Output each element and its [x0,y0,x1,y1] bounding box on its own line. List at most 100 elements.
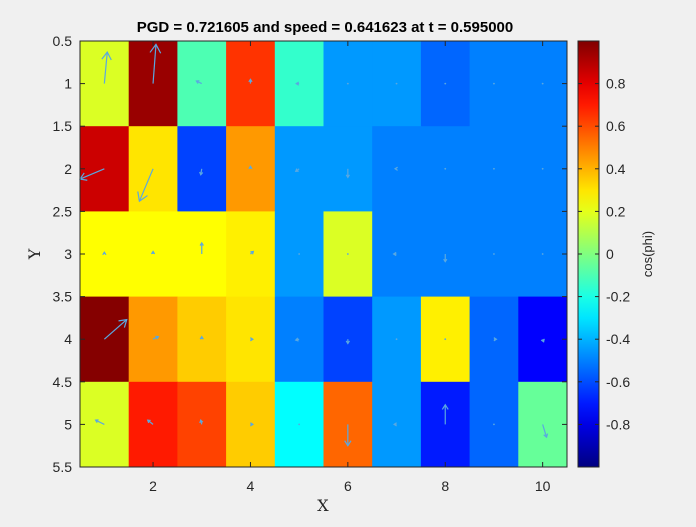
quiver-arrow [294,337,300,342]
quiver-arrow [94,419,105,425]
quiver-arrow [295,81,300,86]
quiver-arrow [444,167,447,170]
y-tick-label: 4 [64,331,72,347]
quiver-arrow [150,250,156,255]
quiver-arrow [346,253,349,255]
x-tick-label: 6 [344,478,352,494]
heatmap-cell [80,41,130,127]
x-tick-label: 8 [441,478,449,494]
heatmap-cell [128,381,178,468]
colorbar-tick-label: -0.2 [606,289,630,305]
quiver-arrow [493,167,495,170]
quiver-arrow [102,251,107,256]
y-axis-label: Y [25,248,44,260]
x-tick-label: 4 [247,478,255,494]
quiver-arrow [345,168,350,179]
colorbar-tick-label: 0.8 [606,76,626,92]
quiver-arrow [248,78,253,84]
y-tick-label: 5.5 [53,459,73,475]
heatmap-cell [80,381,130,468]
quiver-arrow [146,419,154,425]
quiver-arrow [493,337,498,342]
quiver-arrow [298,253,301,255]
y-tick-label: 5 [64,416,72,432]
colorbar-tick-label: -0.6 [606,374,630,390]
quiver-arrow [395,82,398,85]
heatmap-cell [177,381,227,468]
quiver-arrow [137,168,154,203]
quiver-arrow [250,422,255,427]
quiver-arrow [493,253,495,255]
heatmap-cell [226,41,276,127]
heatmap-cell [274,126,324,212]
quiver-arrow [298,423,301,426]
x-axis-label: X [317,496,329,515]
heatmap-cell [420,381,471,468]
heatmap-cell [274,41,324,127]
quiver-arrow [195,80,203,85]
quiver-arrow [541,82,544,85]
y-tick-label: 2.5 [53,203,73,219]
quiver-arrow [393,166,398,171]
colorbar-tick-label: -0.8 [606,416,630,432]
y-tick-label: 1 [64,76,72,92]
colorbar-label: cos(phi) [640,231,655,277]
y-tick-label: 3 [64,246,72,262]
colorbar-tick-label: 0.4 [606,161,626,177]
quiver-arrow [444,338,447,341]
colorbar-tick-label: 0.6 [606,118,626,134]
quiver-arrow [443,254,448,263]
heatmap-cell [226,126,276,212]
quiver-arrow [149,43,162,84]
quiver-arrow [395,338,398,341]
quiver-arrow [250,337,255,342]
quiver-arrow [199,168,204,176]
quiver-arrow [103,318,128,340]
colorbar: 0.8 0.6 0.4 0.2 0 -0.2 -0.4 -0.6 -0.8 [577,40,630,468]
quiver-arrow [392,422,397,427]
heatmap-cell [177,41,227,127]
heatmap-cell [274,296,324,383]
colorbar-tick-label: 0.2 [606,203,626,219]
quiver-arrow [493,423,495,426]
quiver-arrow [542,424,549,439]
y-tick-label: 2 [64,161,72,177]
heatmap-cell [128,41,178,127]
quiver-arrow [152,335,160,340]
y-tick-label: 4.5 [53,374,73,390]
quiver-arrow [541,167,544,170]
quiver-arrow [344,424,352,447]
heatmap-cell [177,211,227,298]
quiver-arrow [346,82,349,85]
x-tick-label: 10 [535,478,551,494]
heatmap-cell [372,211,422,298]
quiver-arrow [248,165,253,170]
quiver-arrow [392,251,397,257]
y-tick-label: 1.5 [53,118,73,134]
x-tick-label: 2 [149,478,157,494]
heatmap-cell [128,211,178,298]
quiver-arrow [199,335,204,340]
quiver-arrow [199,241,204,254]
quiver-arrow [441,403,449,425]
heatmap-cell [80,211,130,298]
quiver-arrows [78,43,549,447]
quiver-arrow [345,339,350,345]
colorbar-tick-label: 0 [606,246,614,262]
colorbar-tick-label: -0.4 [606,331,630,347]
y-axis-ticks: 0.5 1 1.5 2 2.5 3 3.5 4 4.5 5 5.5 [53,33,567,475]
chart-title: PGD = 0.721605 and speed = 0.641623 at t… [137,19,514,36]
quiver-arrow [493,82,495,85]
y-tick-label: 3.5 [53,289,73,305]
y-tick-label: 0.5 [53,33,73,49]
quiver-arrow [250,250,255,255]
quiver-arrow [101,50,112,84]
heatmap-cell [80,126,130,212]
heatmap-cell [177,296,227,383]
quiver-arrow [540,338,545,343]
x-axis-ticks: 2 4 6 8 10 [149,41,551,494]
quiver-arrow [294,168,300,173]
quiver-arrow [444,82,447,85]
heatmap-cell [372,126,422,212]
